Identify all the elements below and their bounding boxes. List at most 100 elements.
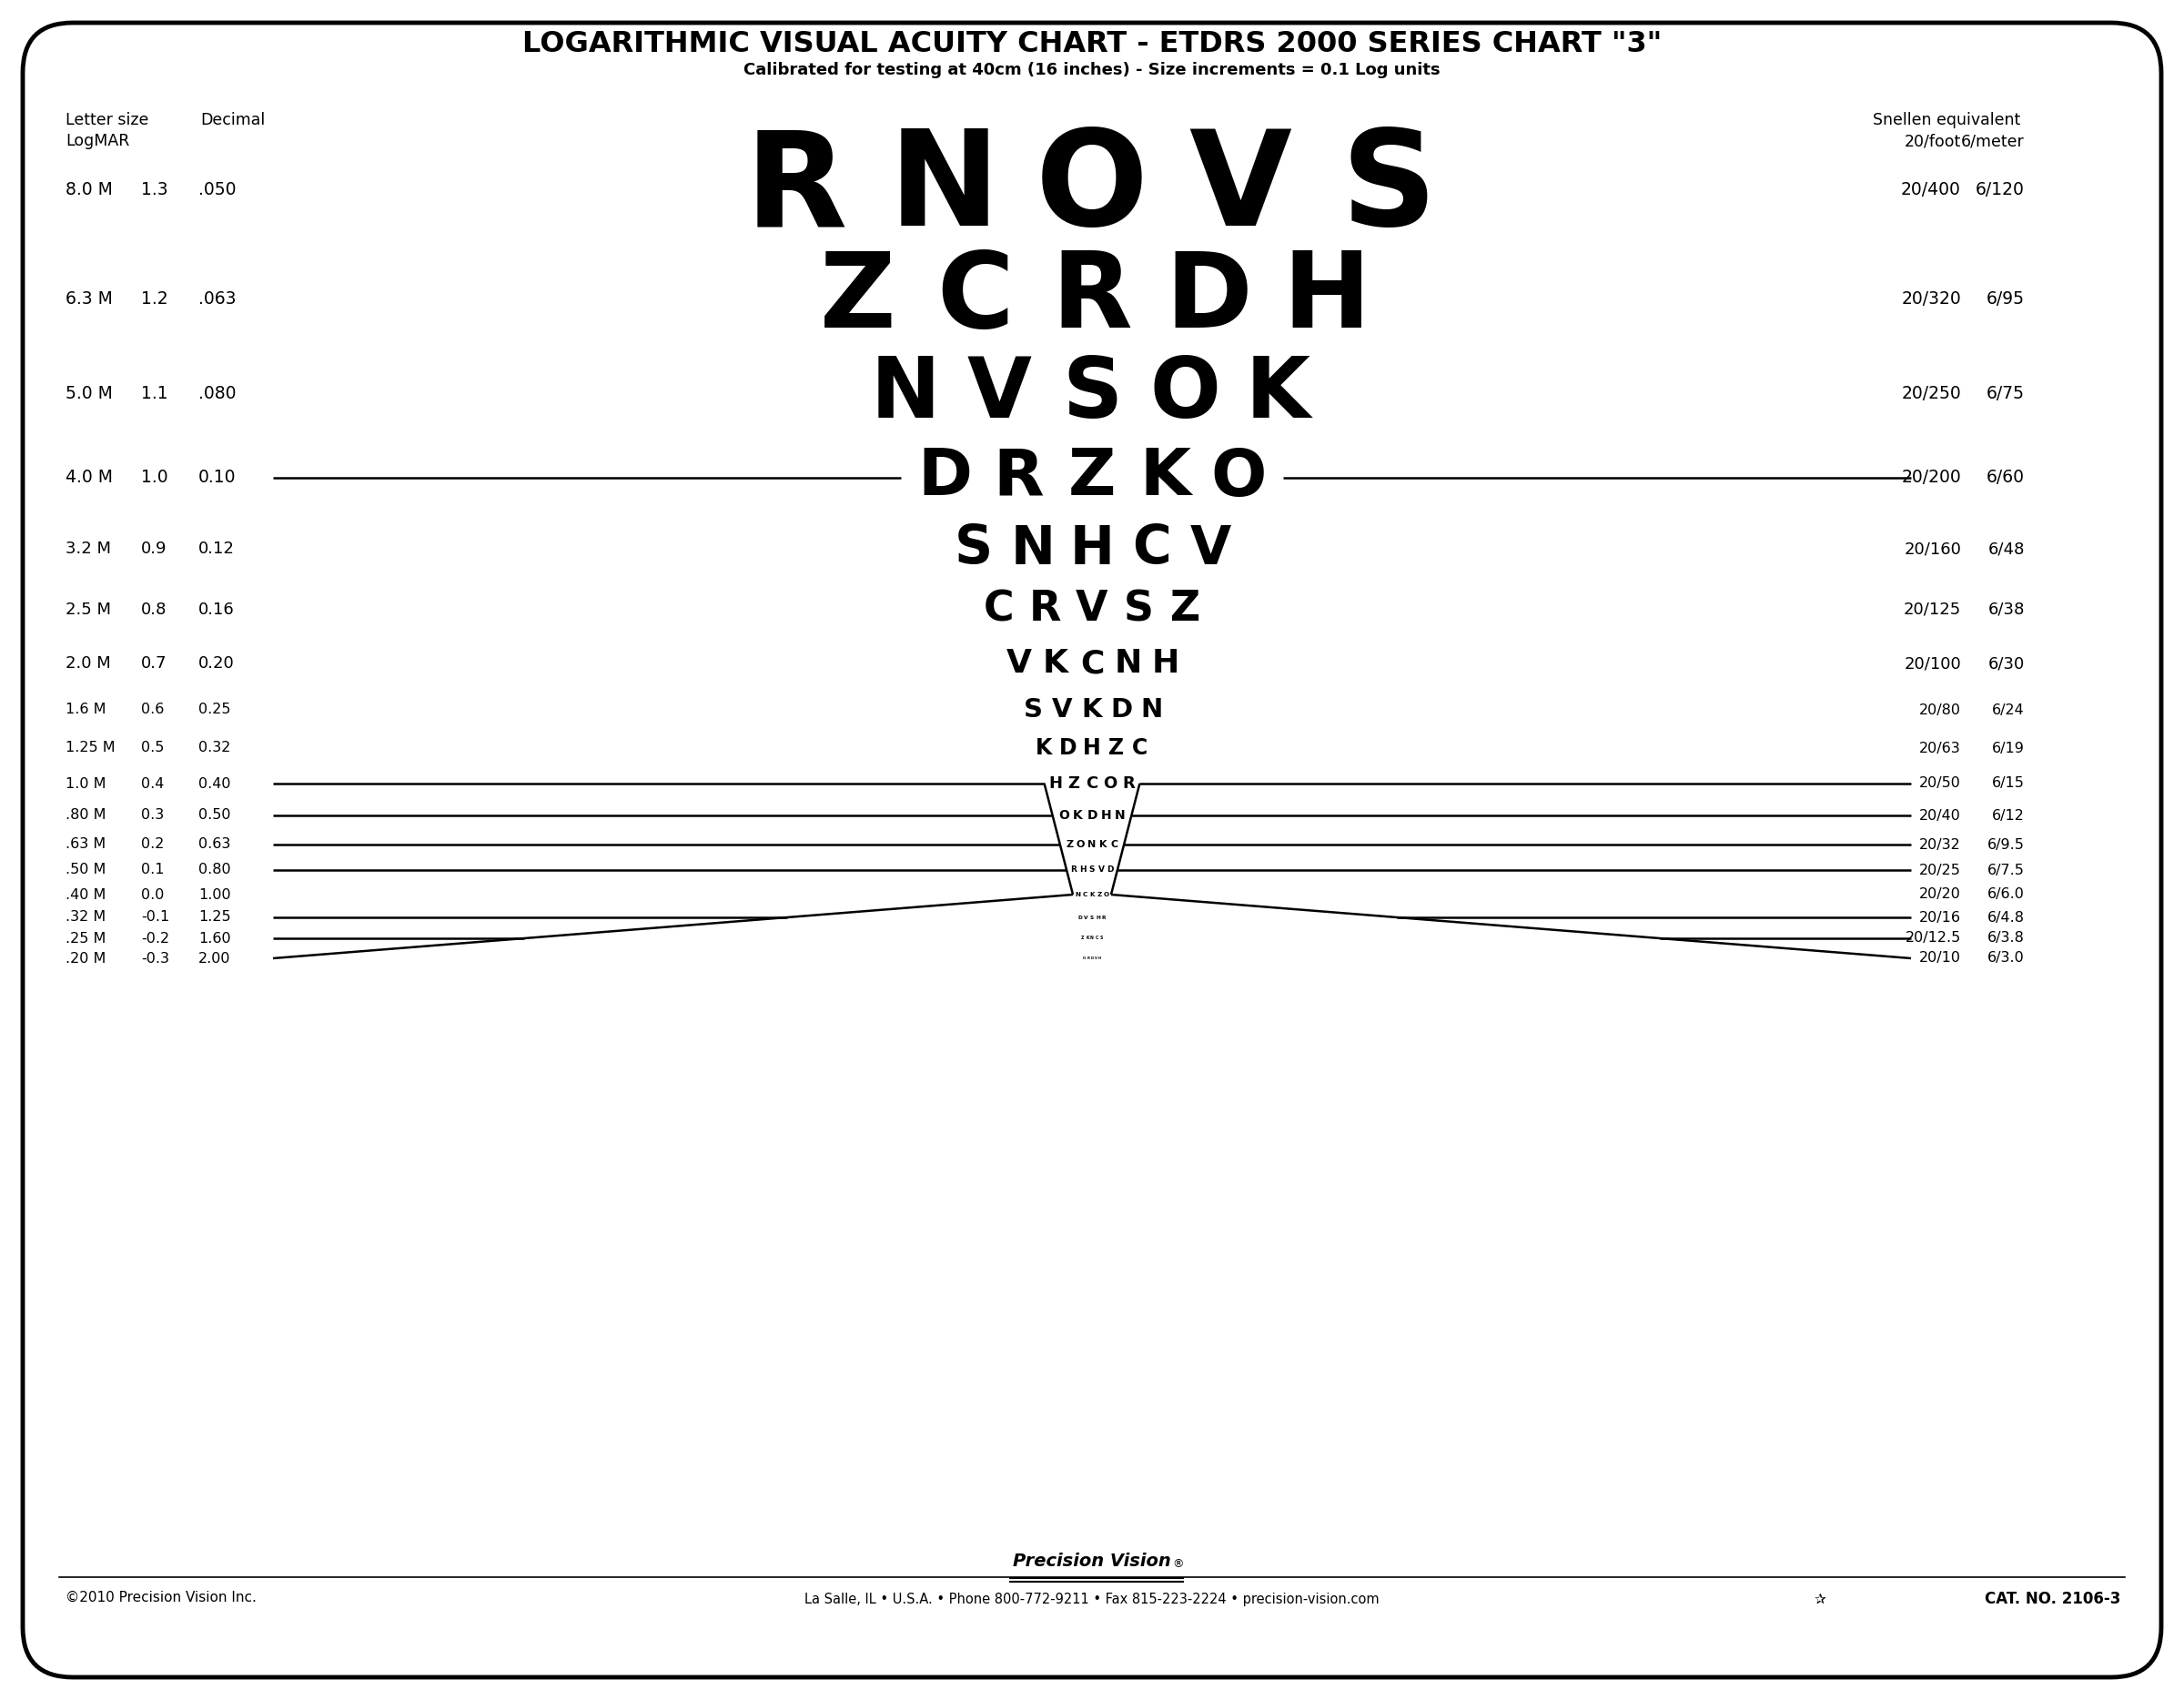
Text: K: K — [1072, 809, 1083, 821]
Text: S: S — [1090, 915, 1094, 920]
Text: .080: .080 — [199, 386, 236, 403]
Text: 6/75: 6/75 — [1987, 386, 2025, 403]
Text: 1.00: 1.00 — [199, 887, 232, 901]
Text: Z: Z — [1081, 937, 1083, 940]
Text: R: R — [1123, 775, 1136, 792]
Text: 20/10: 20/10 — [1920, 952, 1961, 966]
Text: V: V — [1007, 648, 1031, 678]
Text: K: K — [1042, 648, 1068, 678]
Text: 1.3: 1.3 — [142, 180, 168, 197]
Text: 6/meter: 6/meter — [1961, 133, 2025, 150]
Text: R: R — [1088, 957, 1090, 960]
Text: 1.0: 1.0 — [142, 469, 168, 486]
Text: V: V — [1053, 697, 1072, 722]
Text: 20/100: 20/100 — [1904, 654, 1961, 672]
Text: H: H — [1282, 248, 1369, 350]
Text: R: R — [1029, 590, 1061, 631]
Text: 20/25: 20/25 — [1920, 864, 1961, 877]
Text: N: N — [1075, 892, 1081, 898]
Text: C: C — [1081, 648, 1103, 678]
Text: Z: Z — [1066, 840, 1072, 848]
Text: 1.2: 1.2 — [142, 291, 168, 308]
Text: 5.0 M: 5.0 M — [66, 386, 114, 403]
Text: O: O — [1059, 809, 1070, 821]
Text: O: O — [1103, 892, 1109, 898]
Text: 20/50: 20/50 — [1920, 777, 1961, 790]
Text: 6/3.0: 6/3.0 — [1987, 952, 2025, 966]
Text: 6/95: 6/95 — [1987, 291, 2025, 308]
Text: N: N — [1114, 809, 1125, 821]
Text: 6/30: 6/30 — [1987, 654, 2025, 672]
Text: O: O — [1035, 126, 1149, 253]
Text: D: D — [1059, 738, 1077, 758]
Text: Snellen equivalent: Snellen equivalent — [1872, 112, 2020, 128]
Text: N: N — [1114, 648, 1142, 678]
Text: Letter size: Letter size — [66, 112, 149, 128]
Text: R: R — [1053, 248, 1131, 350]
Text: N: N — [1140, 697, 1162, 722]
Text: 6/38: 6/38 — [1987, 602, 2025, 617]
Text: 1.1: 1.1 — [142, 386, 168, 403]
Text: ©2010 Precision Vision Inc.: ©2010 Precision Vision Inc. — [66, 1591, 256, 1605]
Text: Z: Z — [1068, 447, 1116, 510]
Text: C: C — [1083, 892, 1088, 898]
Text: .050: .050 — [199, 180, 236, 197]
Text: 2.5 M: 2.5 M — [66, 602, 111, 617]
Text: R: R — [1101, 915, 1105, 920]
Text: D: D — [1107, 865, 1114, 874]
Text: 20/160: 20/160 — [1904, 541, 1961, 558]
Text: -0.3: -0.3 — [142, 952, 170, 966]
Text: 0.12: 0.12 — [199, 541, 234, 558]
Text: R: R — [745, 126, 847, 253]
Text: S: S — [1123, 590, 1153, 631]
Text: 1.25: 1.25 — [199, 911, 232, 925]
Text: Calibrated for testing at 40cm (16 inches) - Size increments = 0.1 Log units: Calibrated for testing at 40cm (16 inche… — [743, 61, 1441, 78]
Text: C: C — [1085, 775, 1099, 792]
Text: 0.10: 0.10 — [199, 469, 236, 486]
Text: S: S — [1101, 937, 1103, 940]
Text: 1.60: 1.60 — [199, 932, 232, 945]
Text: 0.20: 0.20 — [199, 654, 234, 672]
Text: D: D — [917, 447, 972, 510]
Text: 1.6 M: 1.6 M — [66, 704, 107, 717]
Text: 1.25 M: 1.25 M — [66, 741, 116, 755]
Text: 20/200: 20/200 — [1902, 469, 1961, 486]
Text: .32 M: .32 M — [66, 911, 105, 925]
Text: 6/19: 6/19 — [1992, 741, 2025, 755]
Text: .50 M: .50 M — [66, 864, 105, 877]
Text: .063: .063 — [199, 291, 236, 308]
Text: C: C — [1112, 840, 1118, 848]
Text: C: C — [983, 590, 1013, 631]
Text: 6/9.5: 6/9.5 — [1987, 838, 2025, 852]
Text: ✰: ✰ — [1815, 1593, 1826, 1606]
Text: O: O — [1149, 354, 1221, 435]
Text: 20/foot: 20/foot — [1904, 133, 1961, 150]
Text: 20/20: 20/20 — [1920, 887, 1961, 901]
Text: 8.0 M: 8.0 M — [66, 180, 114, 197]
Text: 6/4.8: 6/4.8 — [1987, 911, 2025, 925]
Text: R: R — [1070, 865, 1077, 874]
Text: C: C — [1131, 738, 1149, 758]
Text: 6/6.0: 6/6.0 — [1987, 887, 2025, 901]
Text: H: H — [1099, 957, 1101, 960]
Text: K: K — [1035, 738, 1053, 758]
Text: LogMAR: LogMAR — [66, 133, 129, 150]
Text: R: R — [994, 447, 1044, 510]
Text: -0.2: -0.2 — [142, 932, 170, 945]
Text: 0.4: 0.4 — [142, 777, 164, 790]
Text: Z: Z — [1096, 892, 1101, 898]
Text: V: V — [1094, 957, 1096, 960]
Text: 0.16: 0.16 — [199, 602, 234, 617]
Text: O: O — [1210, 447, 1267, 510]
Text: 6/7.5: 6/7.5 — [1987, 864, 2025, 877]
Text: K: K — [1140, 447, 1190, 510]
Text: 2.0 M: 2.0 M — [66, 654, 111, 672]
Text: Z: Z — [1171, 590, 1201, 631]
Text: La Salle, IL • U.S.A. • Phone 800-772-9211 • Fax 815-223-2224 • precision-vision: La Salle, IL • U.S.A. • Phone 800-772-92… — [804, 1593, 1380, 1606]
Text: S: S — [1090, 865, 1094, 874]
Text: .63 M: .63 M — [66, 838, 105, 852]
Text: 0.7: 0.7 — [142, 654, 166, 672]
Text: D: D — [1166, 248, 1254, 350]
Text: N: N — [1011, 524, 1055, 575]
Text: H: H — [1151, 648, 1179, 678]
